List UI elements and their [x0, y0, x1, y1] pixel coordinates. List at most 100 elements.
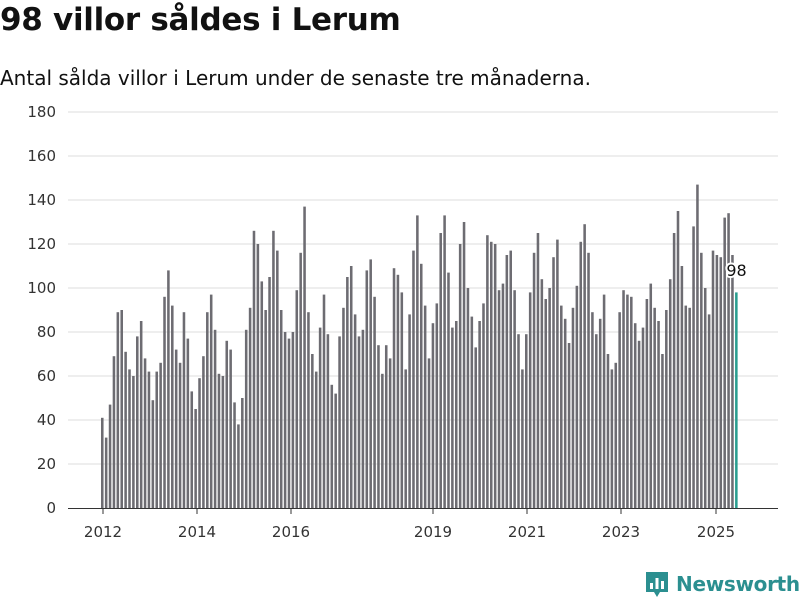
bar: [602, 294, 606, 508]
bar: [614, 362, 618, 508]
bar: [618, 312, 621, 508]
bar: [120, 310, 123, 508]
x-tick-label: 2014: [178, 523, 216, 541]
bar: [283, 332, 287, 508]
bar: [217, 373, 221, 508]
bar: [314, 371, 318, 508]
bar: [723, 217, 726, 508]
bar: [665, 310, 668, 508]
bar: [198, 378, 201, 508]
bar: [447, 272, 450, 508]
bar: [155, 371, 159, 508]
bar: [536, 233, 540, 508]
bar: [311, 354, 314, 508]
bar: [435, 303, 439, 508]
bar: [268, 277, 271, 508]
bar: [668, 279, 672, 508]
bar: [528, 292, 532, 508]
bar: [490, 241, 493, 509]
bar: [244, 329, 248, 508]
bar: [696, 184, 699, 508]
bar: [171, 305, 174, 508]
bar: [579, 241, 583, 509]
bar: [458, 244, 462, 508]
bar: [497, 290, 501, 508]
bar: [462, 222, 466, 508]
y-tick-label: 160: [27, 147, 56, 165]
bar: [381, 373, 384, 508]
bar: [229, 349, 232, 508]
bar: [470, 316, 474, 508]
bar: [505, 255, 509, 508]
bar: [221, 376, 225, 508]
y-tick-label: 100: [27, 279, 56, 297]
bar: [108, 404, 112, 508]
bar: [688, 307, 691, 508]
bar: [544, 299, 548, 508]
bar: [591, 312, 594, 508]
bar: [408, 314, 411, 508]
bar: [136, 336, 139, 508]
x-tick-label: 2012: [84, 523, 122, 541]
bar: [598, 318, 602, 508]
bar: [225, 340, 229, 508]
bar-latest: [735, 292, 738, 508]
bar: [143, 358, 147, 508]
bar: [279, 310, 283, 508]
bar: [482, 303, 485, 508]
bar: [513, 290, 516, 508]
bar: [373, 296, 376, 508]
bar: [700, 252, 703, 508]
bar: [416, 215, 419, 508]
bar: [303, 206, 306, 508]
bar: [637, 340, 641, 508]
bar: [423, 305, 427, 508]
bar: [719, 257, 723, 508]
bar: [342, 307, 345, 508]
bar: [633, 323, 637, 508]
bar: [163, 296, 166, 508]
bar: [552, 257, 555, 508]
bar: [202, 356, 205, 508]
bar: [151, 400, 155, 508]
y-tick-label: 80: [37, 323, 56, 341]
bar: [571, 307, 575, 508]
bar: [326, 334, 330, 508]
bar: [330, 384, 334, 508]
brand-name: Newsworthy: [676, 572, 800, 596]
bar: [439, 233, 442, 508]
bar: [692, 226, 695, 508]
y-tick-label: 120: [27, 235, 56, 253]
bar: [174, 349, 178, 508]
y-tick-label: 140: [27, 191, 56, 209]
bar: [404, 369, 407, 508]
bar: [563, 318, 567, 508]
bar: [260, 281, 264, 508]
bar: [715, 255, 719, 508]
bar: [493, 244, 497, 508]
bar: [287, 338, 291, 508]
x-tick-label: 2025: [697, 523, 735, 541]
bar: [556, 239, 559, 508]
bar: [256, 244, 260, 508]
bar: [190, 391, 194, 508]
bar: [595, 334, 598, 508]
bar: [466, 288, 470, 508]
bar: [209, 294, 213, 508]
bar: [101, 417, 104, 508]
y-tick-label: 60: [37, 367, 56, 385]
bar: [124, 351, 127, 508]
bar: [649, 283, 653, 508]
bar: [575, 285, 579, 508]
y-tick-label: 0: [46, 499, 56, 517]
y-tick-label: 180: [27, 103, 56, 121]
bar: [365, 270, 369, 508]
bar: [443, 215, 446, 508]
x-tick-label: 2016: [272, 523, 310, 541]
bar: [272, 230, 275, 509]
bar: [532, 252, 536, 508]
bar: [159, 362, 162, 508]
bar: [412, 250, 415, 508]
bar: [139, 321, 143, 508]
bar: [676, 211, 680, 508]
